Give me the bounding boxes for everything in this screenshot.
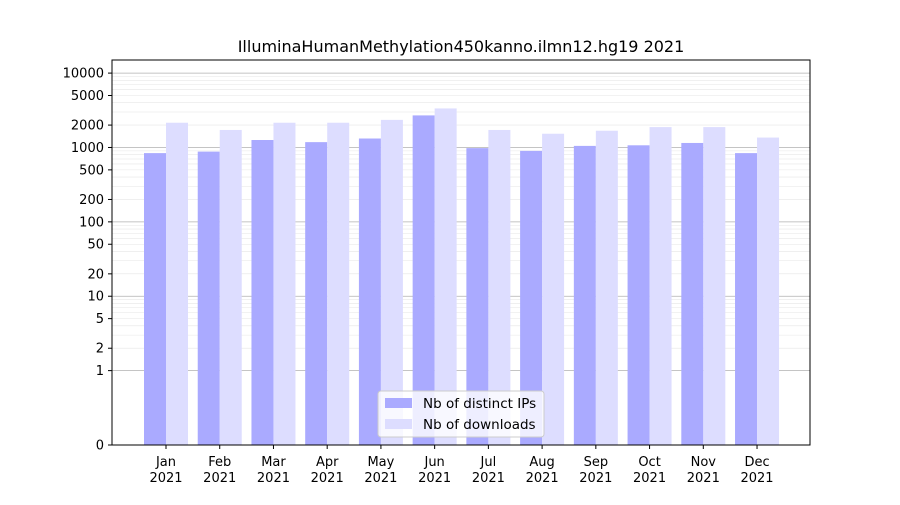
plot-frame bbox=[111, 59, 811, 446]
y-tick-label: 200 bbox=[79, 193, 104, 208]
chart-title: IlluminaHumanMethylation450kanno.ilmn12.… bbox=[238, 37, 685, 56]
bar-distinct-ips bbox=[358, 138, 381, 445]
y-tick-label: 5 bbox=[96, 312, 104, 327]
legend: Nb of distinct IPs Nb of downloads bbox=[377, 390, 545, 438]
y-tick-label: 1 bbox=[96, 364, 104, 379]
y-tick-label: 500 bbox=[79, 163, 104, 178]
y-tick-label: 50 bbox=[87, 238, 104, 253]
y-tick-label: 0 bbox=[96, 439, 104, 454]
bar-downloads bbox=[595, 130, 618, 445]
x-tick-label: Sep 2021 bbox=[579, 455, 612, 486]
bar-distinct-ips bbox=[197, 151, 220, 445]
bar-downloads bbox=[434, 108, 457, 446]
bar-distinct-ips bbox=[520, 150, 543, 446]
x-tick-label: Apr 2021 bbox=[311, 455, 344, 486]
bars-layer bbox=[144, 108, 780, 446]
bar-downloads bbox=[703, 127, 726, 445]
bar-downloads bbox=[166, 122, 188, 445]
bar-distinct-ips bbox=[466, 148, 489, 446]
bar-distinct-ips bbox=[305, 142, 328, 445]
y-tick-label: 10000 bbox=[63, 67, 104, 82]
bar-distinct-ips bbox=[681, 142, 704, 445]
y-tick-label: 100 bbox=[79, 215, 104, 230]
y-tick-label: 2000 bbox=[71, 119, 104, 134]
x-tick-label: Jun 2021 bbox=[418, 455, 451, 486]
x-tick-label: Aug 2021 bbox=[526, 455, 559, 486]
bar-distinct-ips bbox=[573, 145, 596, 445]
bar-distinct-ips bbox=[412, 115, 435, 446]
legend-box bbox=[377, 390, 545, 438]
x-tick-label: May 2021 bbox=[364, 455, 397, 486]
x-tick-label: Jul 2021 bbox=[472, 455, 505, 486]
bar-distinct-ips bbox=[251, 140, 274, 446]
y-axis: 0 1 2 5 10 20 50 100 200 500 1000 2000 5000 10000 bbox=[63, 67, 112, 454]
legend-label-ips: Nb of distinct IPs bbox=[423, 396, 536, 412]
legend-swatch-downloads bbox=[385, 419, 412, 429]
bar-downloads bbox=[273, 122, 296, 445]
bar-downloads bbox=[488, 129, 511, 446]
bar-downloads bbox=[327, 122, 350, 445]
x-tick-label: Oct 2021 bbox=[633, 455, 666, 486]
x-tick-label: Mar 2021 bbox=[257, 455, 290, 486]
y-tick-label: 2 bbox=[96, 342, 104, 357]
bar-downloads bbox=[219, 129, 242, 446]
x-tick-label: Feb 2021 bbox=[203, 455, 236, 486]
bar-downloads bbox=[380, 119, 403, 446]
bar-downloads bbox=[542, 133, 565, 445]
y-tick-label: 20 bbox=[87, 267, 104, 282]
legend-label-downloads: Nb of downloads bbox=[423, 417, 536, 433]
bar-downloads bbox=[757, 137, 780, 445]
bar-distinct-ips bbox=[627, 145, 650, 446]
y-tick-label: 1000 bbox=[71, 141, 104, 156]
x-tick-label: Jan 2021 bbox=[149, 455, 182, 486]
bar-distinct-ips bbox=[144, 153, 166, 445]
legend-swatch-ips bbox=[385, 398, 412, 408]
bar-downloads bbox=[649, 127, 672, 445]
x-axis: Jan 2021 Feb 2021 Mar 2021 Apr 2021 May 2021 Jun 20… bbox=[149, 445, 774, 486]
x-tick-label: Nov 2021 bbox=[687, 455, 720, 486]
x-tick-label: Dec 2021 bbox=[740, 455, 773, 486]
bar-distinct-ips bbox=[735, 153, 758, 445]
y-tick-label: 10 bbox=[87, 290, 104, 305]
y-tick-label: 5000 bbox=[71, 89, 104, 104]
